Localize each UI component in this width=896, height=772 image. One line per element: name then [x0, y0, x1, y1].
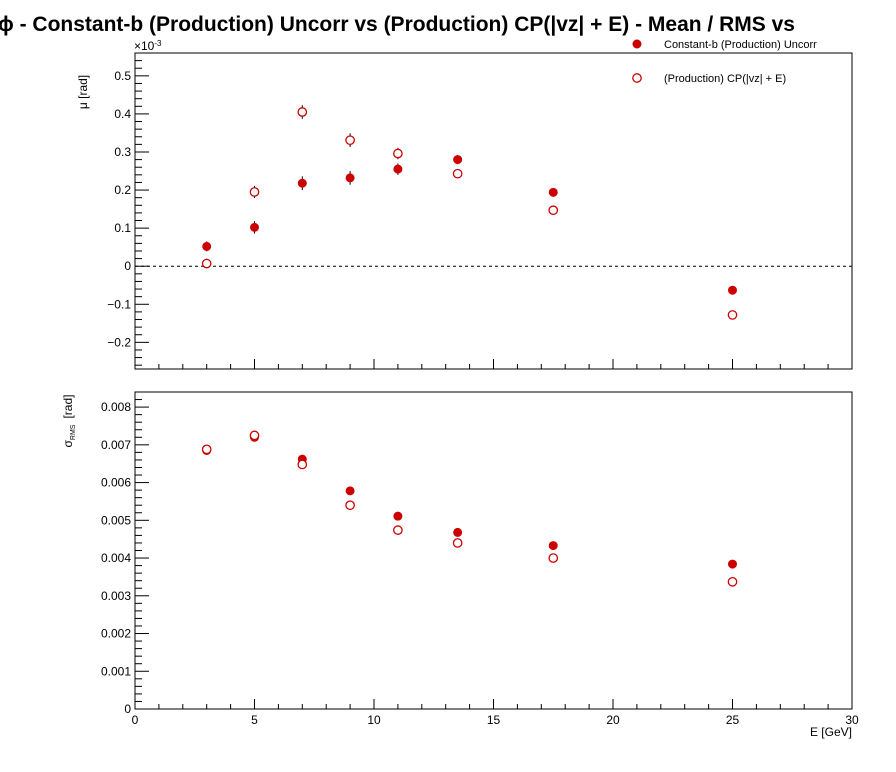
mean-y-tick-label: 0.1 — [114, 221, 131, 235]
mean-point-cp — [393, 148, 403, 159]
rms-point-cp — [452, 538, 463, 548]
mean-data-points — [135, 105, 852, 320]
rms-y-tick-label: 0.003 — [101, 589, 131, 603]
rms-axis-ticks: 0 5 10 15 20 25 30 0 0.001 0.002 0.003 0.004 0.005 0.… — [101, 399, 859, 727]
rms-y-axis-symbol: σ — [61, 439, 75, 447]
rms-point-uncorr — [453, 527, 463, 537]
rms-y-axis-label: σRMS [rad] — [61, 395, 77, 448]
legend-marker-open — [632, 73, 642, 83]
rms-point-cp — [201, 444, 212, 455]
rms-point-cp — [727, 576, 738, 587]
rms-y-tick-label: 0.008 — [101, 400, 131, 414]
y-multiplier-exponent: -3 — [154, 39, 162, 48]
mean-y-tick-label: 0.3 — [114, 145, 131, 159]
mean-y-tick-label: −0.2 — [107, 335, 131, 349]
rms-x-tick-label: 20 — [606, 713, 620, 727]
legend-marker-filled — [632, 39, 642, 49]
mean-point-cp — [727, 310, 738, 320]
rms-point-uncorr — [345, 486, 355, 496]
y-multiplier-base: ×10 — [134, 39, 155, 53]
mean-point-uncorr — [728, 285, 737, 295]
mean-point-uncorr — [453, 155, 463, 165]
rms-x-tick-label: 5 — [251, 713, 258, 727]
legend-label-uncorr: Constant-b (Production) Uncorr — [664, 39, 817, 51]
mean-point-cp — [452, 168, 463, 179]
rms-y-tick-label: 0.001 — [101, 664, 131, 678]
rms-point-cp — [249, 430, 260, 441]
mean-point-cp — [249, 187, 260, 197]
mean-axis-ticks: −0.2 −0.1 0 0.1 0.2 0.3 0.4 0.5 — [107, 60, 853, 369]
rms-plot-frame — [134, 391, 853, 710]
x-axis-label: E [GeV] — [810, 725, 852, 739]
mean-point-uncorr — [202, 241, 212, 251]
y-multiplier-label: ×10-3 — [134, 39, 162, 53]
rms-y-tick-label: 0.007 — [101, 438, 131, 452]
rms-y-tick-label: 0.006 — [101, 476, 131, 490]
rms-y-axis-subscript: RMS — [70, 424, 77, 440]
mean-y-tick-label: 0 — [124, 259, 131, 273]
mean-y-tick-label: 0.4 — [114, 107, 131, 121]
rms-x-tick-label: 15 — [487, 713, 501, 727]
rms-y-tick-label: 0 — [124, 702, 131, 716]
mean-point-uncorr — [297, 178, 307, 188]
rms-y-tick-label: 0.002 — [101, 627, 131, 641]
rms-y-tick-label: 0.005 — [101, 513, 131, 527]
mean-y-tick-label: 0.2 — [114, 183, 131, 197]
rms-x-tick-label: 25 — [726, 713, 740, 727]
rms-x-tick-label: 30 — [845, 713, 859, 727]
mean-point-uncorr — [548, 187, 558, 197]
chart-title: ϕ - Constant-b (Production) Uncorr vs (P… — [0, 13, 795, 36]
rms-x-tick-label: 0 — [132, 713, 139, 727]
legend-label-cp: (Production) CP(|vz| + E) — [664, 73, 786, 85]
rms-point-cp — [345, 500, 355, 511]
mean-point-uncorr — [345, 173, 355, 183]
rms-point-cp — [297, 459, 308, 470]
legend: Constant-b (Production) Uncorr (Producti… — [632, 39, 817, 85]
mean-panel: −0.2 −0.1 0 0.1 0.2 0.3 0.4 0.5 ×10-3 μ [rad] C… — [76, 39, 853, 370]
rms-point-uncorr — [728, 559, 737, 569]
mean-point-cp — [297, 107, 308, 117]
rms-point-cp — [393, 525, 403, 535]
rms-point-uncorr — [548, 541, 558, 551]
mean-y-tick-label: 0.5 — [114, 69, 131, 83]
mean-y-axis-label: μ [rad] — [76, 75, 90, 109]
rms-y-tick-label: 0.004 — [101, 551, 131, 565]
rms-data-points — [201, 430, 738, 587]
mean-point-cp — [345, 135, 355, 146]
mean-point-cp — [548, 205, 559, 216]
mean-point-uncorr — [250, 222, 259, 232]
mean-y-tick-label: −0.1 — [107, 297, 131, 311]
mean-point-cp — [201, 258, 212, 269]
mean-point-uncorr — [393, 164, 403, 174]
rms-x-tick-label: 10 — [367, 713, 381, 727]
mean-plot-frame — [134, 52, 853, 370]
rms-panel: 0 5 10 15 20 25 30 0 0.001 0.002 0.003 0.004 0.005 0.… — [61, 391, 859, 739]
rms-point-cp — [548, 553, 559, 563]
rms-point-uncorr — [393, 511, 403, 521]
rms-y-axis-unit: [rad] — [61, 395, 75, 419]
